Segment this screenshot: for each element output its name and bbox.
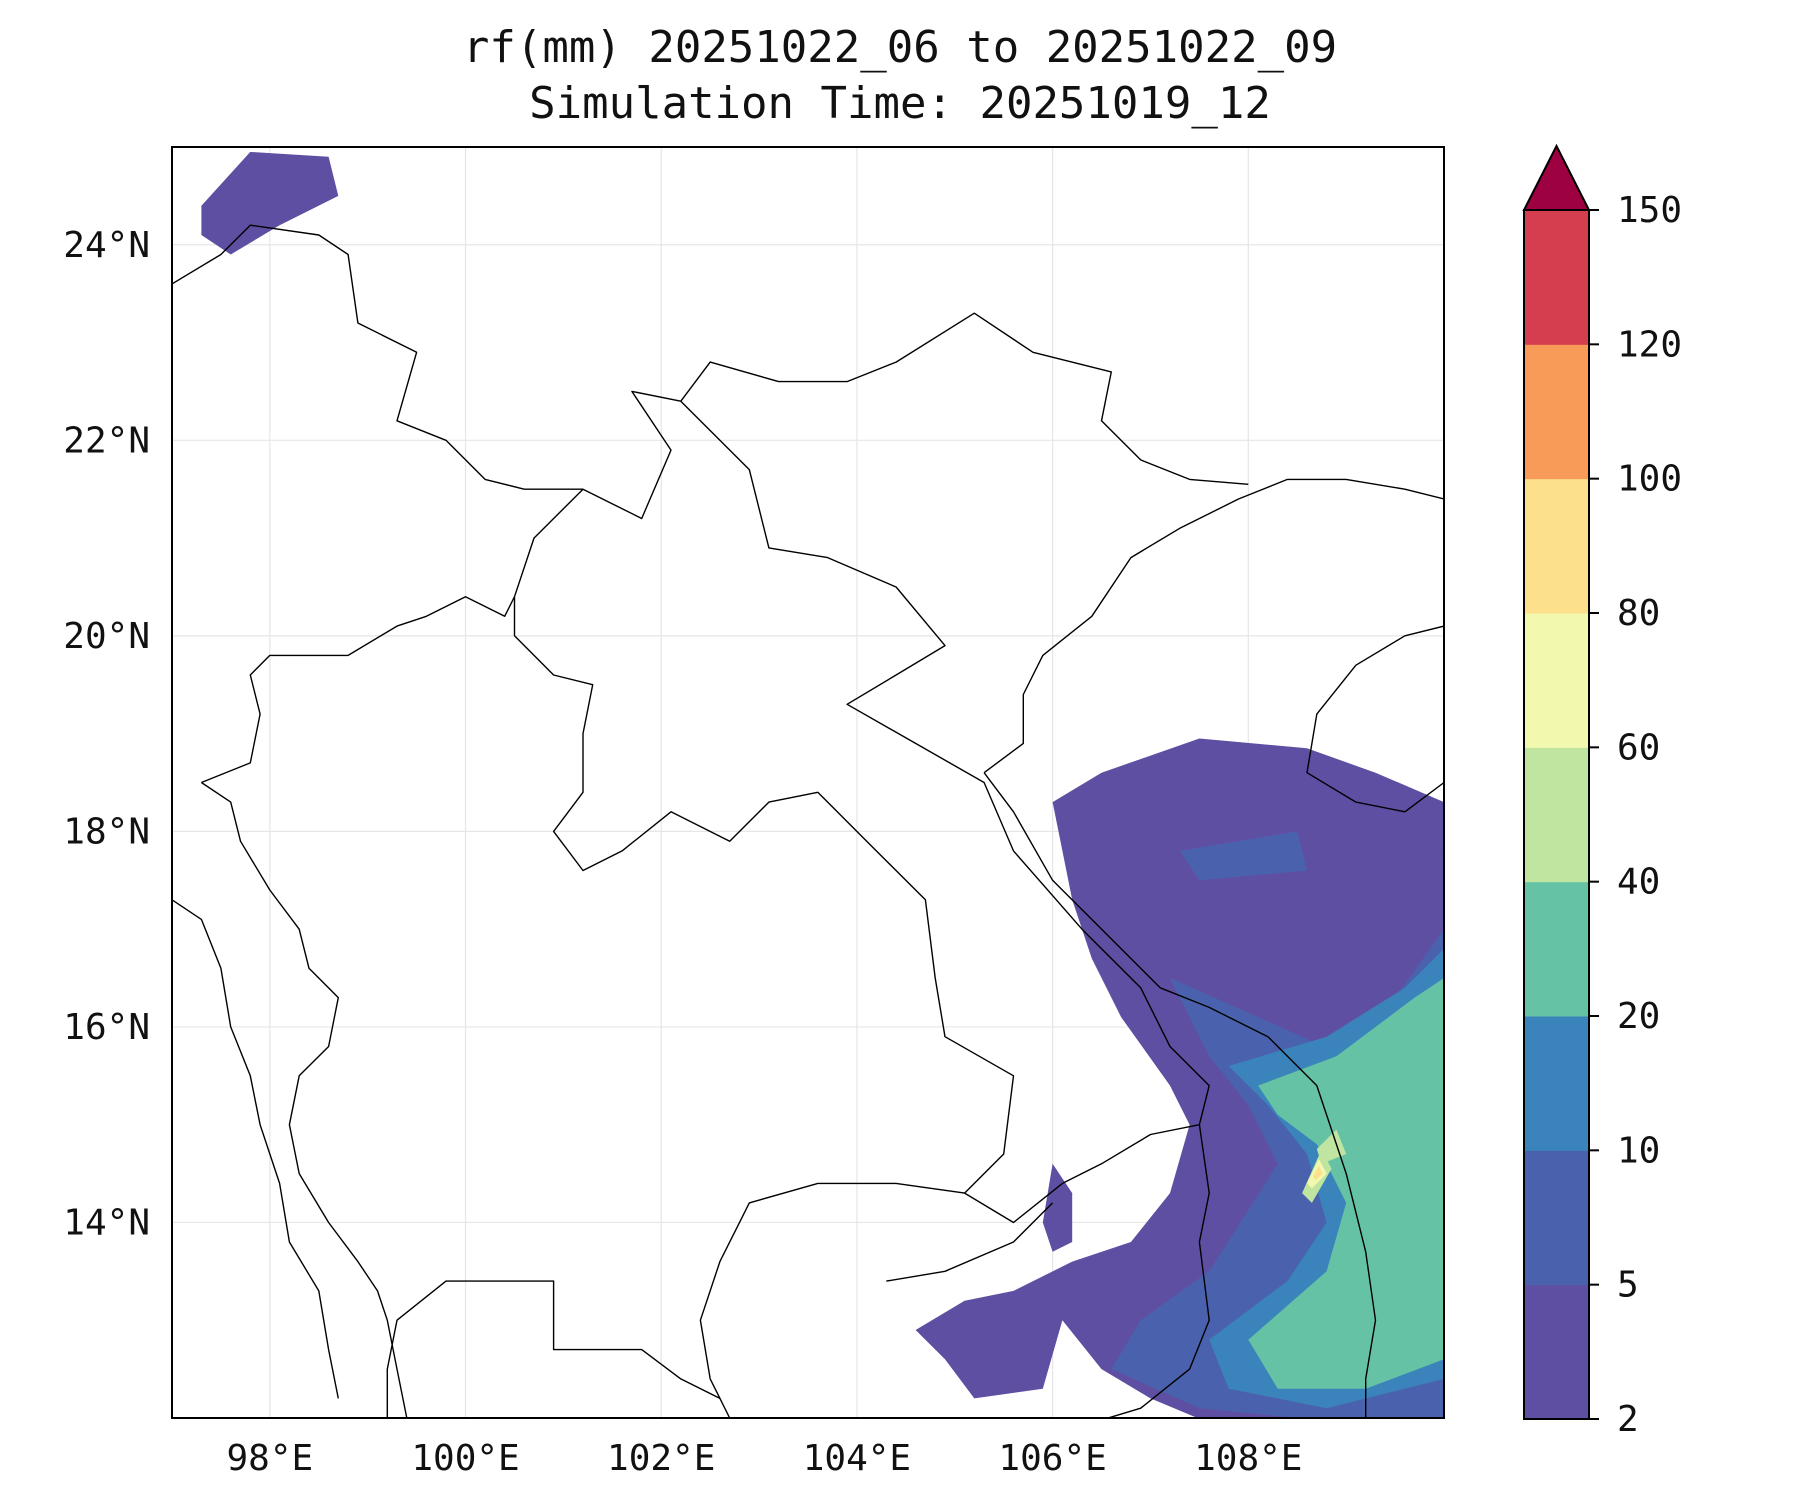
border-line: [886, 1202, 1054, 1282]
colorbar-segment: [1524, 1150, 1589, 1286]
colorbar-segment: [1524, 881, 1589, 1017]
rainfall-region: [1042, 1163, 1073, 1252]
colorbar-tick-label: 60: [1617, 727, 1660, 768]
lat-tick-label: 14°N: [63, 1202, 150, 1243]
colorbar: 2 5 10 20 40 60 80 100 120 150: [1522, 143, 1682, 1440]
lon-tick-label: 98°E: [226, 1438, 313, 1479]
border-line: [983, 772, 1377, 1418]
map-plot-area: 98°E 100°E 102°E 104°E 106°E 108°E 14°N 16°N 18°…: [63, 146, 1445, 1479]
colorbar-tick-label: 150: [1617, 190, 1682, 231]
rainfall-region: [1179, 831, 1307, 881]
lon-tick-label: 102°E: [607, 1438, 715, 1479]
chart-subtitle: Simulation Time: 20251019_12: [529, 78, 1271, 129]
border-line: [513, 390, 681, 597]
colorbar-tick-label: 100: [1617, 459, 1682, 500]
colorbar-segment: [1524, 1016, 1589, 1151]
border-line: [201, 781, 408, 1418]
colorbar-tick-label: 10: [1617, 1130, 1660, 1171]
colorbar-tick-label: 80: [1617, 593, 1660, 634]
rainfall-region: [1316, 1129, 1347, 1164]
colorbar-tick-label: 2: [1617, 1399, 1639, 1440]
colorbar-segment: [1524, 1284, 1589, 1420]
colorbar-segment: [1524, 613, 1589, 748]
rainfall-region: [1312, 1165, 1323, 1181]
border-line: [680, 312, 1249, 485]
colorbar-tick-label: 120: [1617, 324, 1682, 365]
lon-tick-label: 100°E: [411, 1438, 519, 1479]
border-line: [680, 400, 1210, 1224]
colorbar-segment: [1524, 478, 1589, 614]
lat-tick-label: 20°N: [63, 616, 150, 657]
colorbar-tick-label: 5: [1617, 1265, 1639, 1306]
border-line: [172, 224, 583, 490]
colorbar-segment: [1524, 210, 1589, 345]
lon-tick-label: 106°E: [998, 1438, 1106, 1479]
lat-tick-label: 24°N: [63, 225, 150, 266]
lon-tick-label: 108°E: [1194, 1438, 1302, 1479]
chart-title: rf(mm) 20251022_06 to 20251022_09: [462, 22, 1338, 73]
lat-tick-label: 18°N: [63, 811, 150, 852]
border-line: [983, 478, 1444, 774]
lat-tick-label: 22°N: [63, 420, 150, 461]
colorbar-tick-label: 20: [1617, 996, 1660, 1037]
colorbar-segment: [1524, 344, 1589, 480]
colorbar-tick-label: 40: [1617, 862, 1660, 903]
lon-tick-label: 104°E: [803, 1438, 911, 1479]
border-line: [201, 596, 516, 784]
rainfall-region: [1248, 978, 1444, 1389]
border-line: [1306, 625, 1444, 813]
plot-frame: [171, 146, 1445, 1419]
lat-tick-label: 16°N: [63, 1007, 150, 1048]
border-line: [513, 596, 1015, 1194]
border-line: [172, 899, 339, 1399]
colorbar-extend-arrow: [1522, 143, 1591, 211]
colorbar-segment: [1524, 747, 1589, 883]
rainfall-region: [1307, 850, 1444, 930]
rainfall-region: [201, 151, 339, 255]
border-line: [386, 1280, 721, 1418]
border-line: [1105, 1124, 1210, 1418]
border-line: [699, 1182, 965, 1418]
colorbar-frame: [1523, 209, 1590, 1420]
